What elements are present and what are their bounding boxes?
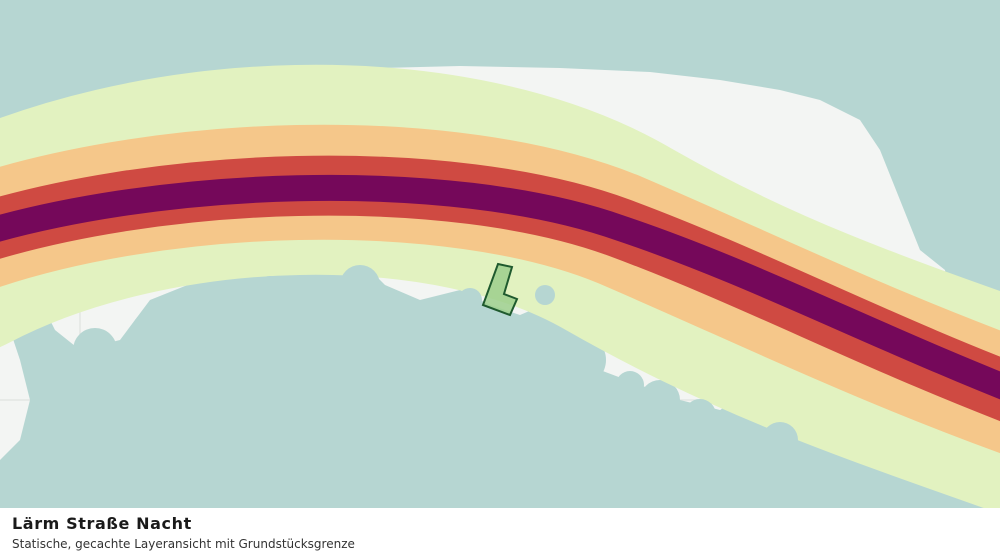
map-canvas [0,0,1000,508]
land-cover-lower [132,265,798,458]
noise-band-core [0,174,1000,400]
layer-title: Lärm Straße Nacht [12,514,192,533]
layer-subtitle: Statische, gecachte Layeransicht mit Gru… [12,537,355,551]
parcel-boundary[interactable] [481,262,519,317]
map-view[interactable] [0,0,1000,508]
noise-layer [0,64,1000,508]
map-caption: Lärm Straße Nacht Statische, gecachte La… [0,508,1000,560]
